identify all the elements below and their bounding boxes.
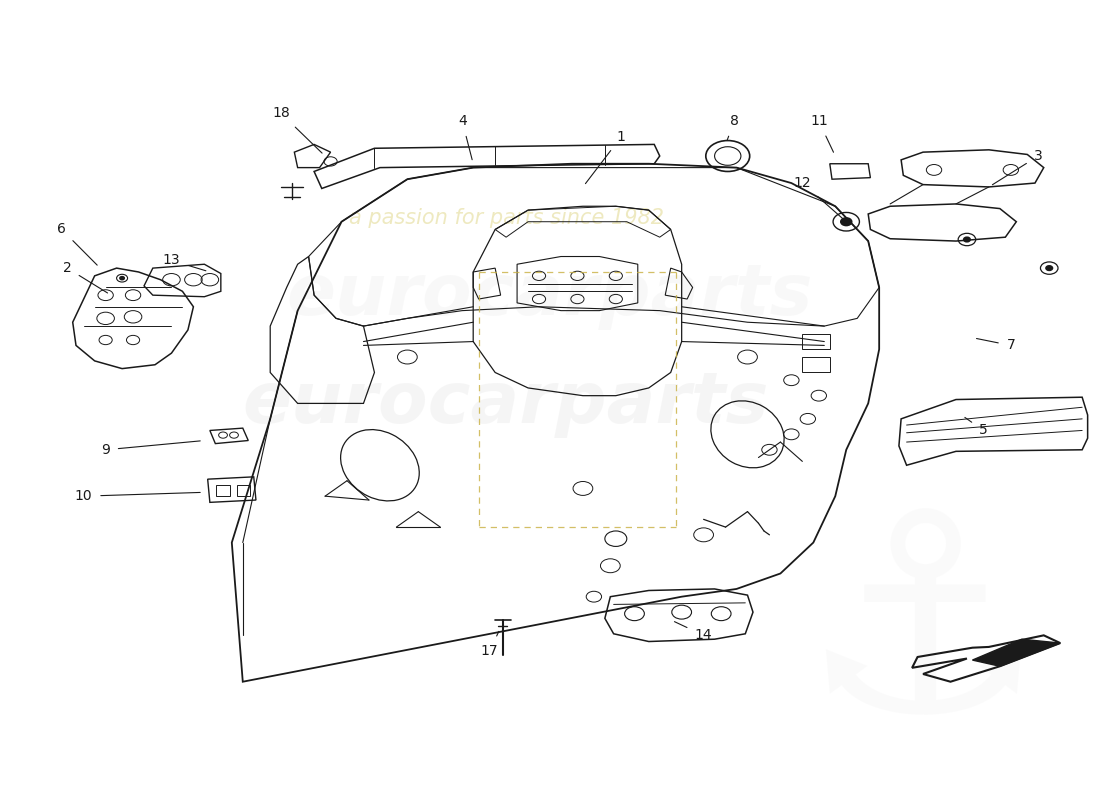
Text: 18: 18 (273, 106, 322, 153)
Circle shape (840, 218, 851, 226)
Circle shape (1046, 266, 1053, 270)
Text: 9: 9 (101, 441, 200, 457)
Text: 3: 3 (992, 149, 1043, 185)
Text: 5: 5 (965, 418, 988, 438)
Text: a passion for parts since 1982: a passion for parts since 1982 (349, 208, 663, 228)
Text: 8: 8 (727, 114, 739, 141)
Text: 13: 13 (163, 254, 206, 270)
Text: 17: 17 (481, 631, 498, 658)
Text: 7: 7 (977, 338, 1015, 353)
Text: eurocarparts: eurocarparts (243, 369, 769, 438)
Text: ⚓: ⚓ (799, 500, 1047, 770)
Text: 1: 1 (585, 130, 626, 184)
Circle shape (964, 237, 970, 242)
Text: eurocarparts: eurocarparts (287, 261, 813, 330)
Circle shape (120, 277, 124, 280)
Text: 4: 4 (458, 114, 472, 160)
Text: 14: 14 (674, 622, 713, 642)
Text: 10: 10 (75, 489, 200, 503)
Text: 12: 12 (793, 176, 843, 219)
Text: 2: 2 (63, 261, 108, 293)
Text: 6: 6 (57, 222, 97, 265)
Polygon shape (972, 639, 1060, 666)
Text: 11: 11 (810, 114, 834, 152)
